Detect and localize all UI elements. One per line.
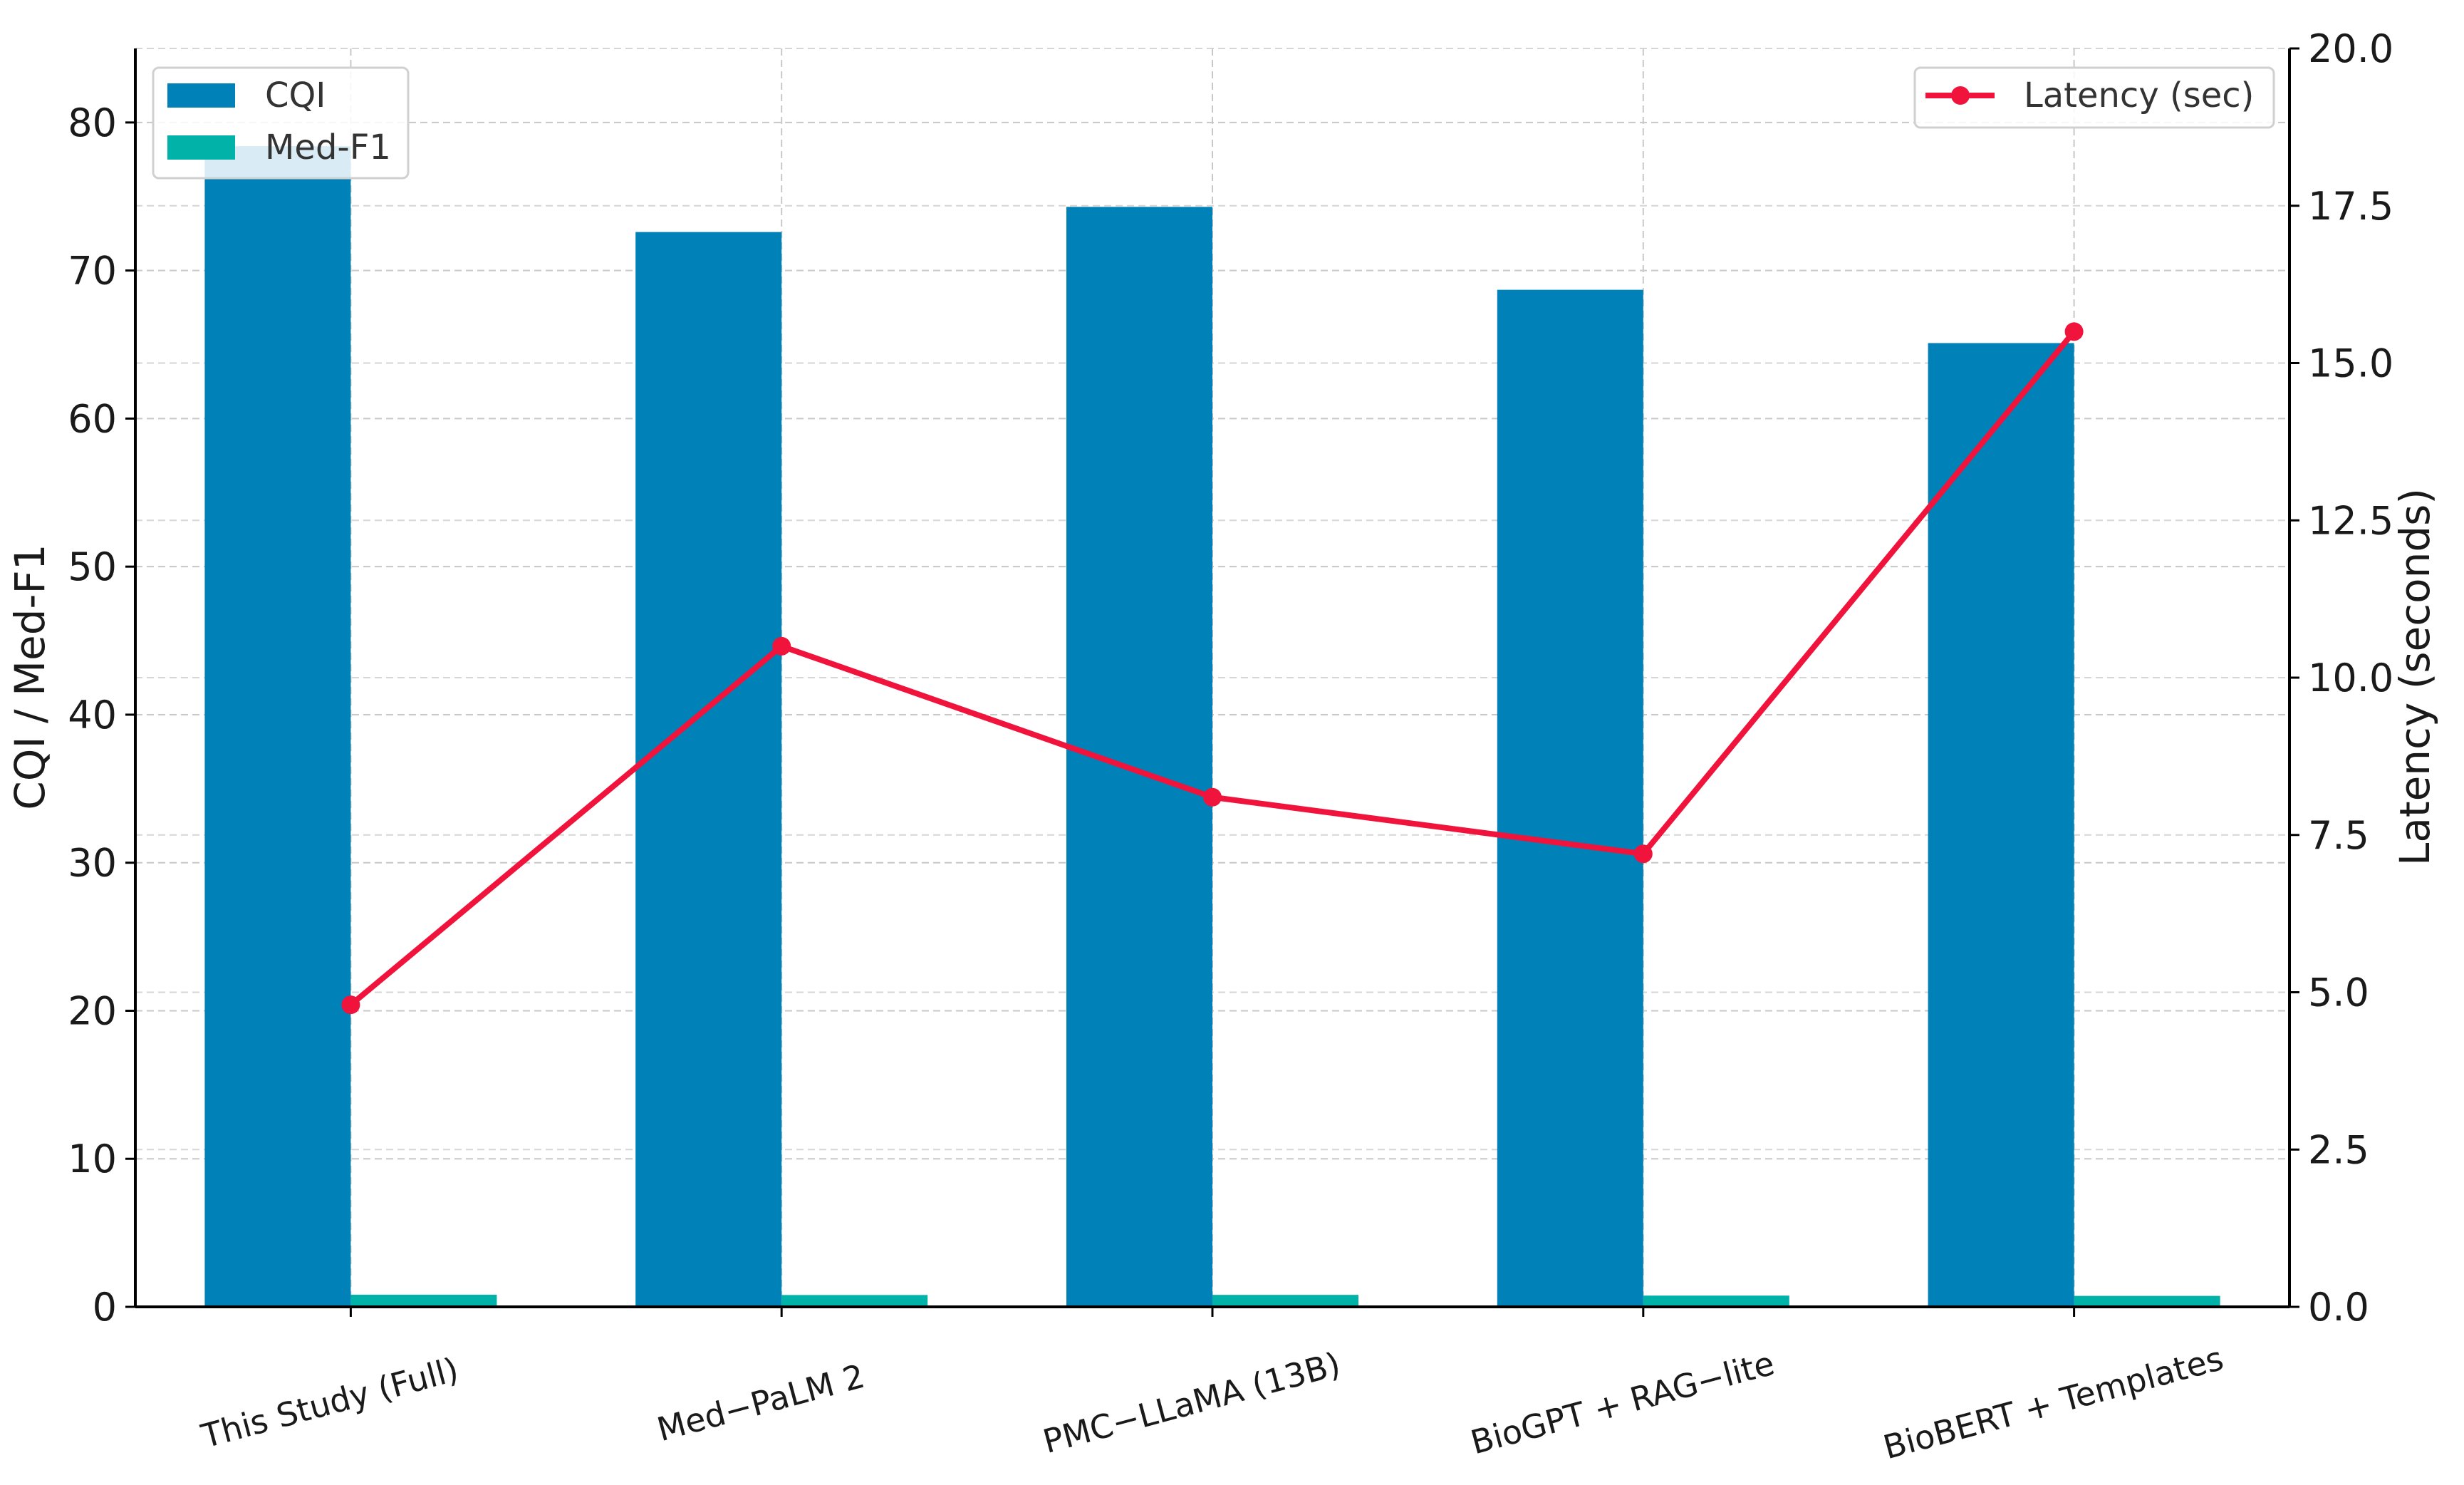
y-tick-label: 50 [68,544,117,589]
bar-med-f1 [1643,1295,1789,1307]
y-tick-label: 80 [68,100,117,145]
legend-label-latency: Latency (sec) [2024,76,2254,115]
y2-tick-label: 10.0 [2308,656,2393,700]
legend-swatch-cqi [167,83,235,108]
line-legend: Latency (sec) [1913,66,2275,129]
y2-axis-title: Latency (seconds) [2391,488,2439,866]
bar-med-f1 [2074,1295,2220,1307]
x-tick-label: This Study (Full) [197,1350,462,1456]
y-axis-title: CQI / Med-F1 [6,544,54,809]
latency-point [2064,322,2084,341]
y2-tick-label: 15.0 [2308,341,2393,386]
bar-med-f1 [350,1294,497,1307]
y2-tick-label: 5.0 [2308,971,2369,1015]
y-tick-label: 0 [93,1285,117,1330]
y2-tick-label: 7.5 [2308,813,2369,858]
y2-tick-label: 2.5 [2308,1127,2369,1172]
bar-cqi [1928,343,2074,1307]
x-tick-label: Med−PaLM 2 [653,1357,869,1449]
y2-tick-label: 12.5 [2308,498,2393,543]
latency-point [1203,787,1222,807]
y-tick-label: 60 [68,396,117,441]
y-tick-label: 20 [68,988,117,1033]
legend-frame [1913,66,2275,129]
bar-cqi [204,146,351,1307]
bar-legend: CQI Med-F1 [152,66,410,180]
x-tick-label: BioBERT + Templates [1879,1339,2228,1466]
y-tick-label: 10 [68,1137,117,1181]
x-tick-label: PMC−LLaMA (13B) [1039,1345,1345,1461]
latency-point [772,636,791,656]
legend-swatch-medf1 [167,135,235,160]
bar-cqi [1497,289,1643,1307]
legend-label-cqi: CQI [265,76,326,115]
y2-tick-label: 17.5 [2308,184,2393,229]
latency-point [1633,844,1653,864]
y-tick-label: 40 [68,693,117,738]
y2-tick-label: 0.0 [2308,1285,2369,1330]
legend-marker-latency [1951,86,1970,105]
legend-label-medf1: Med-F1 [265,128,391,167]
bar-med-f1 [1212,1295,1358,1307]
y2-tick-label: 20.0 [2308,26,2393,71]
latency-line-series [341,322,2084,1015]
y-tick-label: 30 [68,841,117,886]
bar-cqi [635,232,782,1308]
y-tick-label: 70 [68,249,117,294]
bar-med-f1 [781,1295,928,1307]
axes [125,47,2299,1317]
latency-point [341,995,360,1015]
x-tick-label: BioGPT + RAG−lite [1467,1344,1779,1462]
bar-cqi [1066,207,1212,1307]
bars [204,146,2220,1308]
